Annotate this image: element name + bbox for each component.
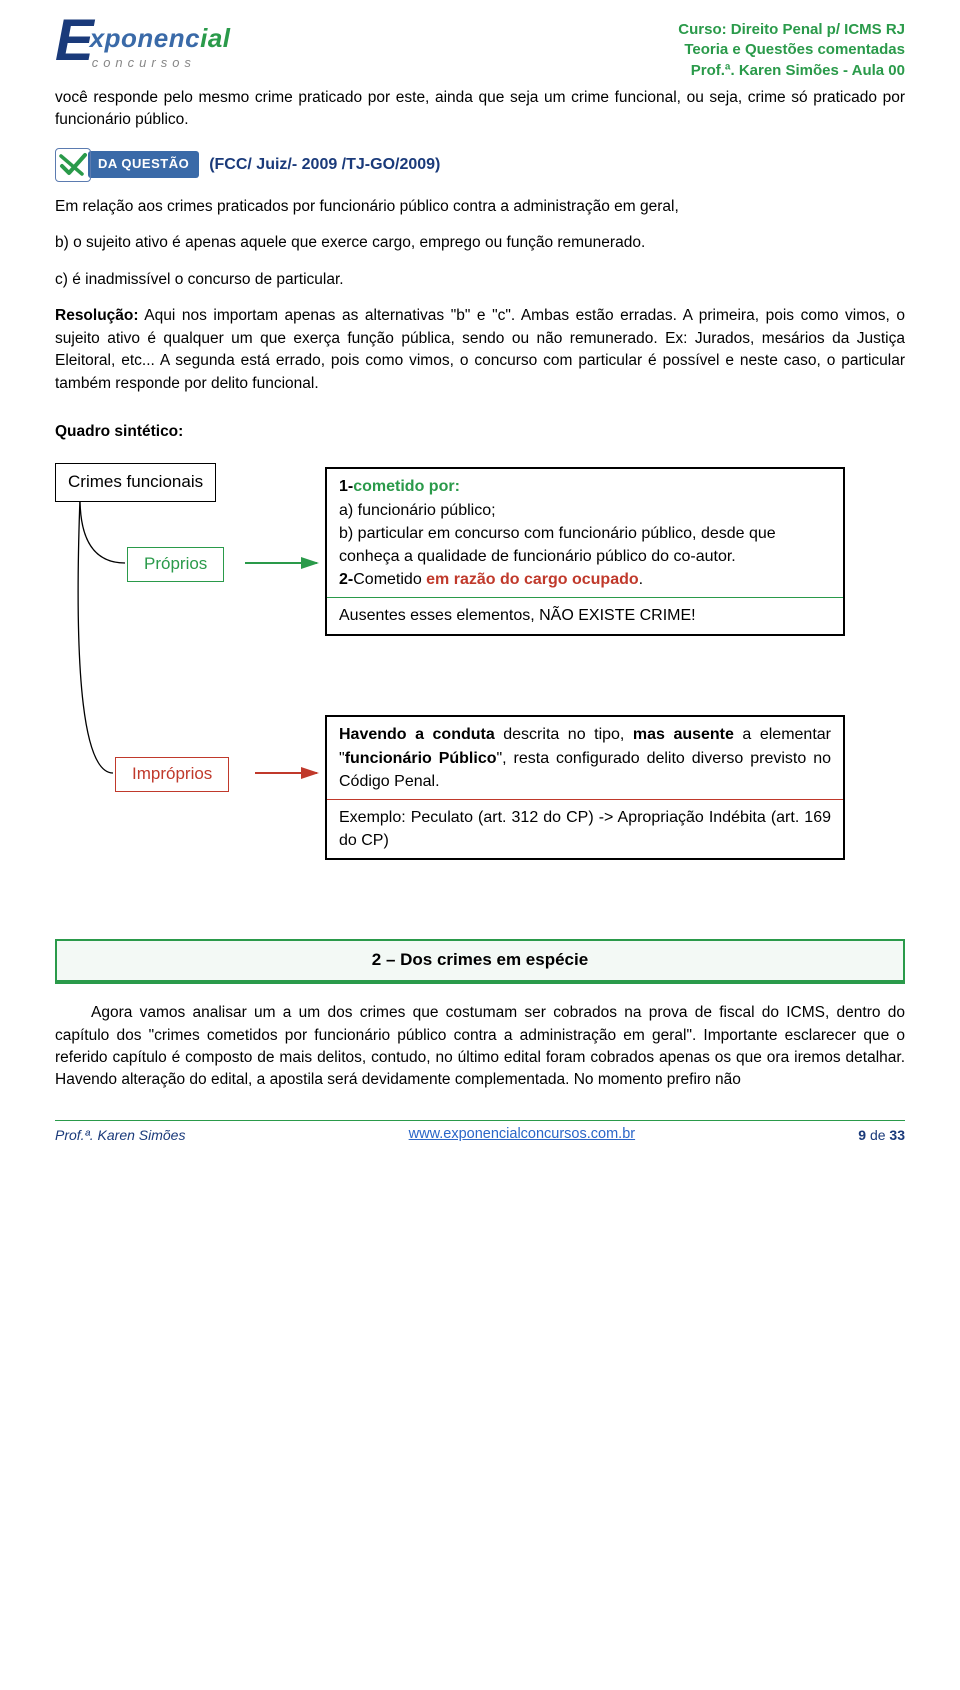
diagram-node-proprios: Próprios <box>127 547 224 582</box>
logo: E xponencial concursos <box>55 20 231 73</box>
section-bar: 2 – Dos crimes em espécie <box>55 939 905 984</box>
diagram: Crimes funcionais Próprios Impróprios 1-… <box>55 463 895 903</box>
course-line-2: Teoria e Questões comentadas <box>678 40 905 60</box>
diagram-desc-improprios: Havendo a conduta descrita no tipo, mas … <box>325 715 845 860</box>
question-alt-b: b) o sujeito ativo é apenas aquele que e… <box>55 232 905 254</box>
check-icon <box>55 148 91 182</box>
question-reference: (FCC/ Juiz/- 2009 /TJ-GO/2009) <box>209 153 440 176</box>
footer-url[interactable]: www.exponencialconcursos.com.br <box>185 1124 858 1145</box>
question-block: DA QUESTÃO (FCC/ Juiz/- 2009 /TJ-GO/2009… <box>55 148 905 395</box>
footer-page: 9 de 33 <box>858 1125 905 1145</box>
body-paragraph: Agora vamos analisar um a um dos crimes … <box>55 1002 905 1092</box>
badge-label: DA QUESTÃO <box>88 151 199 178</box>
diagram-node-improprios: Impróprios <box>115 757 229 792</box>
diagram-root: Crimes funcionais <box>55 463 216 502</box>
question-resolution: Resolução: Aqui nos importam apenas as a… <box>55 305 905 395</box>
logo-wordmark: xponencial <box>90 20 231 58</box>
question-stem: Em relação aos crimes praticados por fun… <box>55 196 905 218</box>
question-alt-c: c) é inadmissível o concurso de particul… <box>55 269 905 291</box>
footer: Prof.ª. Karen Simões www.exponencialconc… <box>55 1120 905 1145</box>
quadro-title: Quadro sintético: <box>55 421 905 443</box>
page: E xponencial concursos Curso: Direito Pe… <box>0 0 960 1175</box>
question-body: Em relação aos crimes praticados por fun… <box>55 196 905 395</box>
footer-author: Prof.ª. Karen Simões <box>55 1125 185 1145</box>
intro-paragraph: você responde pelo mesmo crime praticado… <box>55 87 905 132</box>
logo-letter: E <box>55 18 94 64</box>
header: E xponencial concursos Curso: Direito Pe… <box>55 20 905 81</box>
course-line-1: Curso: Direito Penal p/ ICMS RJ <box>678 20 905 40</box>
course-line-3: Prof.ª. Karen Simões - Aula 00 <box>678 61 905 81</box>
diagram-desc-proprios: 1-cometido por: a) funcionário público; … <box>325 467 845 635</box>
logo-subtitle: concursos <box>92 54 231 73</box>
course-info: Curso: Direito Penal p/ ICMS RJ Teoria e… <box>678 20 905 81</box>
question-badge: DA QUESTÃO <box>55 148 199 182</box>
